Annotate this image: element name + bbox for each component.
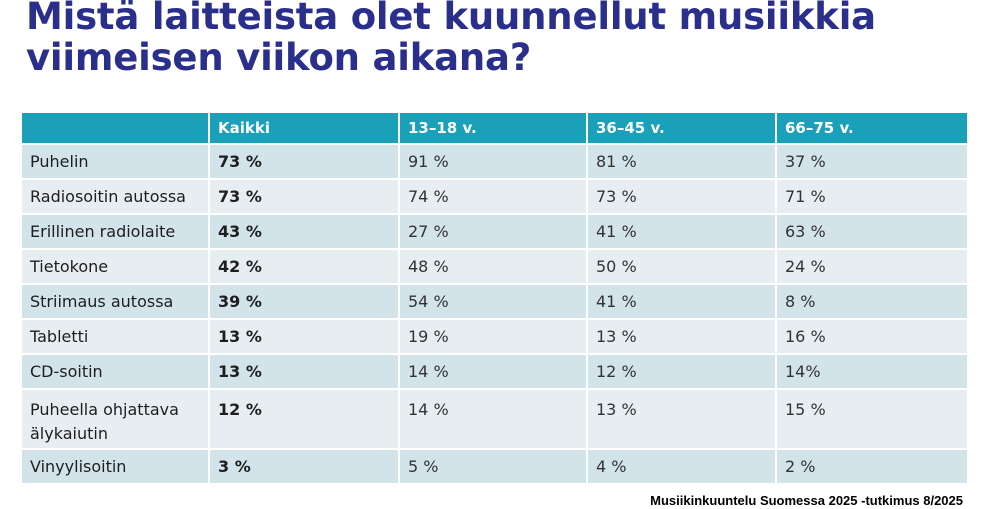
- column-header-36-45: 36–45 v.: [588, 113, 777, 145]
- row-label-line: Tietokone: [30, 257, 109, 276]
- table-header-row: Kaikki 13–18 v. 36–45 v. 66–75 v.: [22, 113, 967, 145]
- value-kaikki: 42 %: [210, 250, 400, 285]
- value-kaikki: 3 %: [210, 450, 400, 485]
- row-label-line: Puheella ohjattava: [30, 400, 179, 419]
- row-label-line: Radiosoitin autossa: [30, 187, 186, 206]
- value-kaikki: 12 %: [210, 390, 400, 450]
- row-label-line: Puhelin: [30, 152, 89, 171]
- value-13-18: 14 %: [400, 355, 588, 390]
- value-kaikki: 13 %: [210, 320, 400, 355]
- value-kaikki: 39 %: [210, 285, 400, 320]
- row-label-line: Striimaus autossa: [30, 292, 174, 311]
- table-row: Tabletti 13 % 19 % 13 % 16 %: [22, 320, 967, 355]
- table-row: Erillinen radiolaite 43 % 27 % 41 % 63 %: [22, 215, 967, 250]
- value-kaikki: 73 %: [210, 180, 400, 215]
- table-row: Radiosoitin autossa 73 % 74 % 73 % 71 %: [22, 180, 967, 215]
- column-header-66-75: 66–75 v.: [777, 113, 967, 145]
- value-13-18: 5 %: [400, 450, 588, 485]
- table-row: Tietokone 42 % 48 % 50 % 24 %: [22, 250, 967, 285]
- value-36-45: 41 %: [588, 215, 777, 250]
- value-kaikki: 13 %: [210, 355, 400, 390]
- value-13-18: 27 %: [400, 215, 588, 250]
- row-label: Striimaus autossa: [22, 285, 210, 320]
- chart-title-line-1: Mistä laitteista olet kuunnellut musiikk…: [26, 0, 876, 38]
- row-label: CD-soitin: [22, 355, 210, 390]
- value-kaikki: 73 %: [210, 145, 400, 180]
- row-label: Radiosoitin autossa: [22, 180, 210, 215]
- row-label: Erillinen radiolaite: [22, 215, 210, 250]
- value-13-18: 91 %: [400, 145, 588, 180]
- value-66-75: 24 %: [777, 250, 967, 285]
- value-kaikki: 43 %: [210, 215, 400, 250]
- value-36-45: 12 %: [588, 355, 777, 390]
- value-66-75: 16 %: [777, 320, 967, 355]
- source-note: Musiikinkuuntelu Suomessa 2025 -tutkimus…: [650, 493, 963, 508]
- value-66-75: 14%: [777, 355, 967, 390]
- row-label: Tietokone: [22, 250, 210, 285]
- value-66-75: 37 %: [777, 145, 967, 180]
- value-66-75: 8 %: [777, 285, 967, 320]
- value-36-45: 4 %: [588, 450, 777, 485]
- row-label-line: Vinyylisoitin: [30, 457, 127, 476]
- results-table: Kaikki 13–18 v. 36–45 v. 66–75 v. Puheli…: [22, 113, 967, 485]
- value-36-45: 41 %: [588, 285, 777, 320]
- column-header-13-18: 13–18 v.: [400, 113, 588, 145]
- row-label-line: älykaiutin: [30, 424, 108, 443]
- value-13-18: 19 %: [400, 320, 588, 355]
- value-36-45: 81 %: [588, 145, 777, 180]
- value-13-18: 54 %: [400, 285, 588, 320]
- results-table-container: Kaikki 13–18 v. 36–45 v. 66–75 v. Puheli…: [22, 113, 967, 485]
- row-label-line: CD-soitin: [30, 362, 103, 381]
- value-66-75: 63 %: [777, 215, 967, 250]
- table-row: CD-soitin 13 % 14 % 12 % 14%: [22, 355, 967, 390]
- row-label-line: Tabletti: [30, 327, 89, 346]
- column-header-kaikki: Kaikki: [210, 113, 400, 145]
- value-66-75: 71 %: [777, 180, 967, 215]
- column-header-device: [22, 113, 210, 145]
- row-label-line: Erillinen radiolaite: [30, 222, 176, 241]
- row-label: Vinyylisoitin: [22, 450, 210, 485]
- value-66-75: 2 %: [777, 450, 967, 485]
- value-36-45: 13 %: [588, 320, 777, 355]
- value-36-45: 13 %: [588, 390, 777, 450]
- value-13-18: 74 %: [400, 180, 588, 215]
- table-row: Puheella ohjattava älykaiutin 12 % 14 % 13 %…: [22, 390, 967, 450]
- table-row: Striimaus autossa 39 % 54 % 41 % 8 %: [22, 285, 967, 320]
- value-66-75: 15 %: [777, 390, 967, 450]
- table-row: Vinyylisoitin 3 % 5 % 4 % 2 %: [22, 450, 967, 485]
- value-36-45: 50 %: [588, 250, 777, 285]
- value-36-45: 73 %: [588, 180, 777, 215]
- table-row: Puhelin 73 % 91 % 81 % 37 %: [22, 145, 967, 180]
- row-label: Puheella ohjattava älykaiutin: [22, 390, 210, 450]
- value-13-18: 14 %: [400, 390, 588, 450]
- value-13-18: 48 %: [400, 250, 588, 285]
- chart-title: Mistä laitteista olet kuunnellut musiikk…: [26, 0, 876, 78]
- row-label: Tabletti: [22, 320, 210, 355]
- table-body: Puhelin 73 % 91 % 81 % 37 % Radiosoitin autos…: [22, 145, 967, 485]
- chart-title-line-2: viimeisen viikon aikana?: [26, 36, 532, 79]
- row-label: Puhelin: [22, 145, 210, 180]
